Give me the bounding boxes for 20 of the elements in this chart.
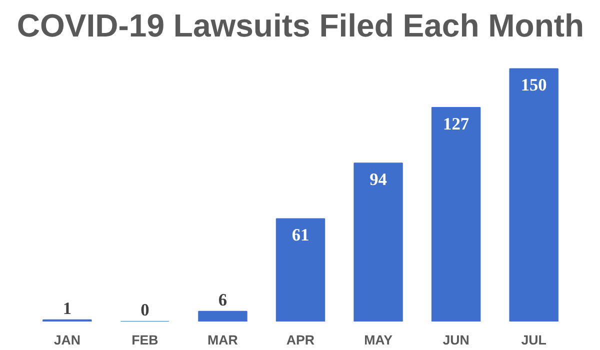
bar — [431, 106, 481, 322]
x-tick-label: APR — [286, 332, 315, 348]
x-tick-label: MAR — [208, 332, 238, 348]
x-tick-label: JAN — [54, 332, 81, 348]
x-tick-label: MAY — [364, 332, 393, 348]
bar — [509, 68, 558, 322]
chart-title: COVID-19 Lawsuits Filed Each Month — [16, 8, 584, 44]
data-label: 1 — [62, 298, 72, 318]
data-label: 0 — [140, 300, 150, 320]
data-label: 61 — [292, 226, 310, 245]
x-tick-label: JUL — [521, 332, 546, 348]
bar — [354, 162, 403, 322]
x-tick-label: FEB — [132, 332, 159, 348]
data-label: 127 — [443, 114, 470, 134]
x-tick-label: JUN — [442, 332, 470, 348]
data-label: 94 — [370, 170, 388, 190]
bar — [198, 310, 248, 322]
bar — [276, 218, 326, 322]
data-label: 6 — [218, 290, 228, 310]
data-label: 150 — [520, 76, 547, 95]
